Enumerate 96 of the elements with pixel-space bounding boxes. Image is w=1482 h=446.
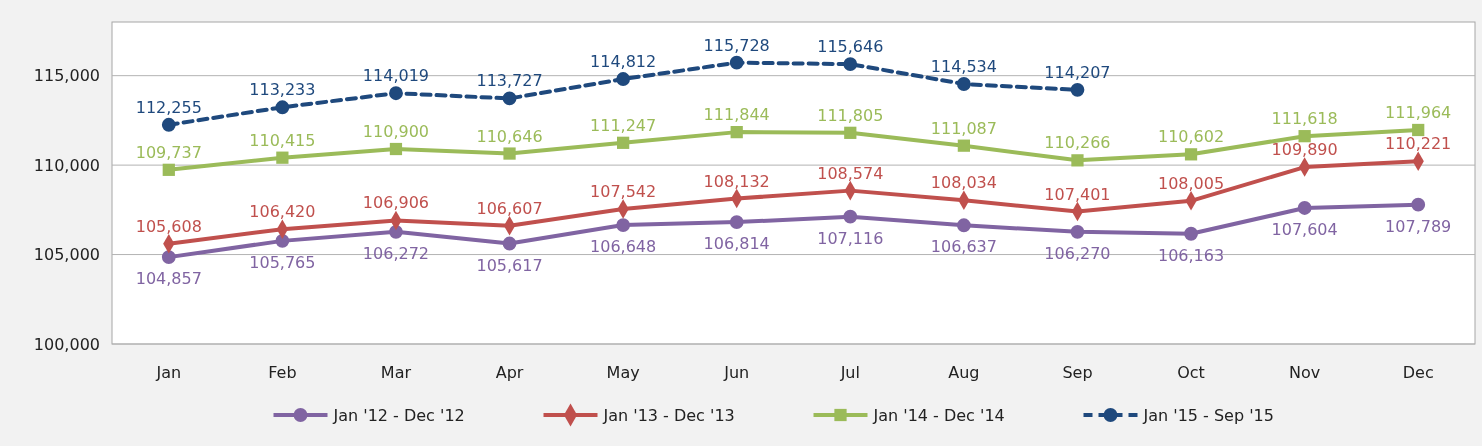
y-tick-label: 105,000: [33, 245, 100, 265]
point: [617, 136, 630, 149]
y-tick-label: 100,000: [33, 334, 100, 354]
point: [956, 77, 971, 91]
data-label: 113,233: [249, 80, 316, 100]
point: [1411, 197, 1426, 212]
point: [161, 117, 176, 132]
point: [275, 100, 290, 115]
point: [389, 86, 403, 101]
x-tick-label: Dec: [1402, 363, 1434, 382]
data-label: 114,019: [362, 66, 430, 86]
legend-label: Jan '15 - Sep '15: [1142, 405, 1274, 425]
data-label: 111,844: [703, 105, 770, 125]
data-label: 109,890: [1271, 140, 1338, 160]
data-label: 110,900: [362, 122, 430, 142]
point: [503, 147, 516, 160]
data-label: 107,116: [817, 228, 884, 248]
point: [844, 126, 857, 139]
data-label: 109,737: [135, 142, 202, 162]
x-tick-label: Jun: [723, 363, 750, 382]
data-label: 110,266: [1044, 133, 1111, 153]
point: [1412, 123, 1425, 137]
point: [1184, 148, 1198, 161]
point: [161, 250, 176, 265]
point: [502, 236, 517, 251]
data-label: 113,727: [476, 71, 543, 91]
data-label: 106,270: [1044, 243, 1111, 263]
data-label: 108,034: [930, 173, 997, 193]
point: [162, 163, 175, 176]
data-label: 106,607: [476, 198, 543, 218]
x-tick-label: Jan: [155, 363, 182, 382]
point: [843, 209, 858, 224]
data-label: 104,857: [135, 269, 202, 289]
data-label: 106,163: [1157, 245, 1225, 265]
data-label: 106,814: [703, 234, 770, 254]
data-label: 112,255: [135, 97, 202, 117]
point: [276, 151, 289, 164]
data-label: 114,207: [1044, 62, 1111, 82]
point: [956, 218, 971, 233]
data-label: 111,087: [930, 118, 997, 138]
data-label: 106,906: [362, 193, 430, 213]
x-tick-label: Sep: [1062, 363, 1093, 382]
data-label: 105,608: [135, 216, 202, 236]
point: [1297, 201, 1312, 215]
point: [1070, 224, 1085, 239]
data-label: 106,637: [930, 237, 997, 257]
point: [843, 57, 858, 72]
x-tick-label: May: [606, 363, 640, 382]
legend-label: Jan '14 - Dec '14: [872, 405, 1005, 425]
point: [616, 72, 631, 86]
point: [1071, 154, 1084, 167]
data-label: 110,602: [1157, 127, 1225, 147]
data-label: 108,132: [703, 171, 770, 191]
data-label: 105,765: [249, 252, 316, 272]
data-label: 111,964: [1385, 102, 1452, 122]
point: [616, 218, 631, 232]
y-tick-label: 110,000: [33, 155, 100, 175]
data-label: 114,812: [590, 52, 657, 72]
data-label: 110,415: [249, 130, 316, 150]
legend-label: Jan '12 - Dec '12: [332, 405, 465, 425]
data-label: 106,420: [249, 202, 316, 222]
point: [502, 91, 517, 106]
x-tick-label: Apr: [495, 363, 524, 382]
data-label: 105,617: [476, 255, 543, 275]
data-label: 110,221: [1385, 134, 1452, 154]
data-label: 106,648: [590, 237, 657, 257]
x-tick-label: Feb: [268, 363, 297, 382]
point: [957, 139, 970, 152]
x-tick-label: Jul: [839, 363, 860, 382]
data-label: 107,789: [1385, 216, 1452, 236]
data-label: 110,646: [476, 126, 543, 146]
data-label: 108,574: [817, 163, 884, 183]
legend-label: Jan '13 - Dec '13: [602, 405, 735, 425]
data-label: 107,542: [590, 182, 657, 202]
point: [1298, 130, 1311, 143]
data-label: 114,534: [930, 57, 997, 76]
data-label: 107,401: [1044, 184, 1111, 204]
point: [729, 215, 744, 229]
data-label: 111,247: [590, 115, 657, 135]
point: [729, 55, 744, 70]
x-tick-label: Mar: [380, 363, 412, 382]
point: [730, 126, 743, 139]
data-label: 106,272: [362, 243, 430, 263]
data-label: 115,728: [703, 35, 770, 55]
x-tick-label: Nov: [1289, 363, 1321, 382]
x-tick-label: Oct: [1177, 363, 1205, 382]
data-label: 108,005: [1157, 173, 1225, 193]
y-tick-label: 115,000: [33, 66, 100, 86]
data-label: 111,805: [817, 105, 884, 125]
point: [1184, 226, 1198, 241]
point: [389, 142, 403, 156]
data-label: 111,618: [1271, 109, 1338, 129]
data-label: 107,604: [1271, 219, 1338, 239]
data-label: 115,646: [817, 37, 884, 57]
point: [1070, 82, 1085, 97]
x-tick-label: Aug: [948, 363, 980, 382]
